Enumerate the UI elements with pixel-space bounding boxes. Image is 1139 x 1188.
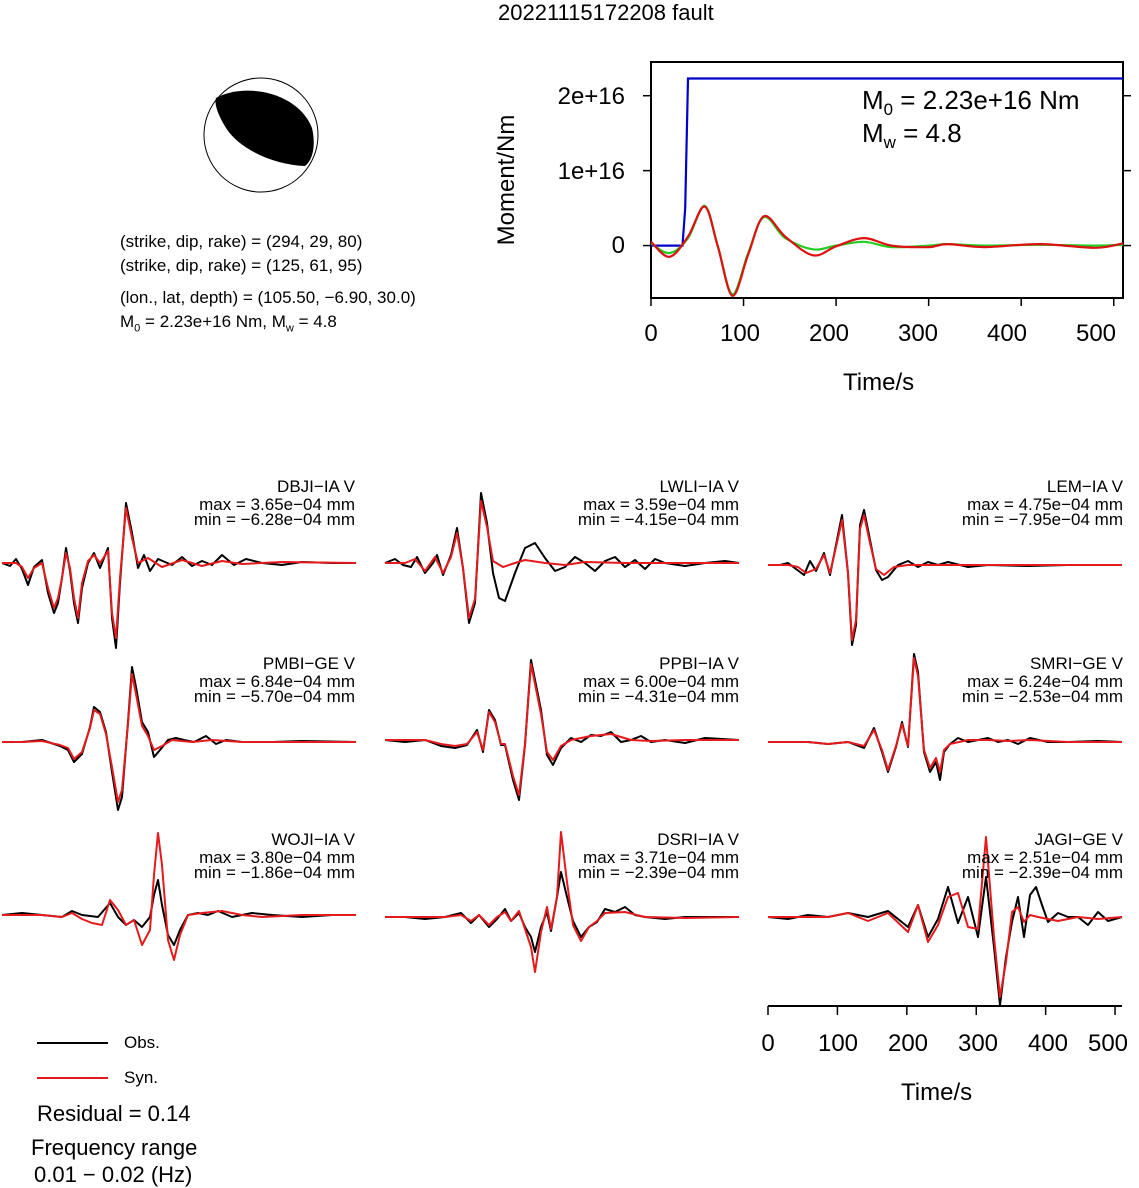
moment-ytick-label: 0 bbox=[611, 232, 625, 259]
station-label: DSRI−IA V max = 3.71e−04 mm min = −2.39e… bbox=[577, 830, 739, 882]
legend-syn-label: Syn. bbox=[124, 1068, 159, 1087]
station-name: SMRI−GE V bbox=[1029, 654, 1123, 673]
synthetic-trace bbox=[385, 831, 740, 973]
residual-text: Residual = 0.14 bbox=[37, 1101, 191, 1126]
synthetic-trace bbox=[2, 673, 356, 803]
synthetic-trace bbox=[2, 507, 357, 639]
station-max: max = 6.84e−04 mm bbox=[199, 672, 355, 691]
synthetic-trace bbox=[385, 663, 739, 796]
station-label: LWLI−IA V max = 3.59e−04 mm min = −4.15e… bbox=[577, 477, 739, 529]
station-min: min = −2.53e−04 mm bbox=[961, 687, 1123, 706]
station-name: PMBI−GE V bbox=[262, 654, 355, 673]
wave-xtick-label: 200 bbox=[887, 1030, 929, 1057]
nodal-plane-1: (strike, dip, rake) = (294, 29, 80) bbox=[120, 232, 363, 251]
frequency-label: Frequency range bbox=[31, 1135, 198, 1160]
observed-trace bbox=[385, 871, 739, 953]
station-label: WOJI−IA V max = 3.80e−04 mm min = −1.86e… bbox=[193, 830, 355, 882]
observed-trace bbox=[384, 492, 740, 624]
waveform-time-axis bbox=[767, 1005, 1122, 1015]
wave-xlabel: Time/s bbox=[901, 1079, 973, 1106]
moment-ylabel: Moment/Nm bbox=[493, 114, 520, 246]
m0-annotation: M0 = 2.23e+16 Nm bbox=[862, 85, 1080, 120]
station-name: WOJI−IA V bbox=[271, 830, 355, 849]
legend-obs-label: Obs. bbox=[124, 1033, 160, 1052]
station-min: min = −6.28e−04 mm bbox=[193, 510, 355, 529]
station-name: LEM−IA V bbox=[1046, 477, 1123, 496]
station-label: PPBI−IA V max = 6.00e−04 mm min = −4.31e… bbox=[577, 654, 739, 706]
station-max: max = 6.00e−04 mm bbox=[583, 672, 739, 691]
location-text: (lon., lat, depth) = (105.50, −6.90, 30.… bbox=[120, 288, 416, 307]
legend bbox=[37, 1042, 108, 1079]
mw-annotation: Mw = 4.8 bbox=[862, 118, 962, 153]
station-name: DSRI−IA V bbox=[657, 830, 739, 849]
moment-xlabel: Time/s bbox=[843, 369, 915, 396]
station-name: LWLI−IA V bbox=[659, 477, 739, 496]
moment-plot bbox=[643, 61, 1131, 306]
figure-title: 20221115172208 fault bbox=[498, 0, 714, 25]
moment-ytick-label: 2e+16 bbox=[557, 83, 625, 110]
station-label: JAGI−GE V max = 2.51e−04 mm min = −2.39e… bbox=[961, 830, 1123, 882]
observed-trace bbox=[1, 879, 356, 946]
moment-text: M0 = 2.23e+16 Nm, Mw = 4.8 bbox=[120, 312, 337, 335]
station-min: min = −2.39e−04 mm bbox=[961, 863, 1123, 882]
wave-xtick-label: 0 bbox=[761, 1030, 775, 1057]
station-label: LEM−IA V max = 4.75e−04 mm min = −7.95e−… bbox=[961, 477, 1123, 529]
moment-ytick-label: 1e+16 bbox=[557, 158, 625, 185]
station-name: PPBI−IA V bbox=[659, 654, 739, 673]
synthetic-trace bbox=[385, 500, 739, 619]
nodal-plane-2: (strike, dip, rake) = (125, 61, 95) bbox=[120, 256, 363, 275]
moment-xtick-label: 300 bbox=[897, 320, 939, 347]
station-max: max = 3.80e−04 mm bbox=[199, 848, 355, 867]
wave-xtick-label: 400 bbox=[1027, 1030, 1069, 1057]
station-min: min = −5.70e−04 mm bbox=[193, 687, 355, 706]
wave-xtick-label: 300 bbox=[957, 1030, 999, 1057]
observed-trace bbox=[768, 509, 1122, 646]
beachball bbox=[203, 77, 319, 193]
station-min: min = −4.31e−04 mm bbox=[577, 687, 739, 706]
station-label: PMBI−GE V max = 6.84e−04 mm min = −5.70e… bbox=[193, 654, 355, 706]
station-label: SMRI−GE V max = 6.24e−04 mm min = −2.53e… bbox=[961, 654, 1123, 706]
station-name: DBJI−IA V bbox=[277, 477, 355, 496]
station-max: max = 2.51e−04 mm bbox=[967, 848, 1123, 867]
synthetic-trace bbox=[2, 832, 356, 961]
station-min: min = −1.86e−04 mm bbox=[193, 863, 355, 882]
station-max: max = 3.59e−04 mm bbox=[583, 495, 739, 514]
waveform-grid bbox=[1, 492, 1123, 1006]
moment-plot-frame bbox=[650, 61, 1124, 299]
station-min: min = −4.15e−04 mm bbox=[577, 510, 739, 529]
moment-series-line bbox=[650, 204, 1124, 296]
station-min: min = −2.39e−04 mm bbox=[577, 863, 739, 882]
synthetic-trace bbox=[768, 836, 1123, 998]
moment-xtick-label: 500 bbox=[1075, 320, 1117, 347]
moment-xtick-label: 400 bbox=[986, 320, 1028, 347]
station-max: max = 3.71e−04 mm bbox=[583, 848, 739, 867]
station-max: max = 4.75e−04 mm bbox=[967, 495, 1123, 514]
station-min: min = −7.95e−04 mm bbox=[961, 510, 1123, 529]
moment-xtick-label: 200 bbox=[808, 320, 850, 347]
synthetic-trace bbox=[768, 514, 1122, 641]
wave-xtick-label: 500 bbox=[1087, 1030, 1129, 1057]
station-label: DBJI−IA V max = 3.65e−04 mm min = −6.28e… bbox=[193, 477, 355, 529]
moment-series-line bbox=[650, 205, 1124, 297]
observed-trace bbox=[767, 876, 1123, 1006]
moment-xtick-label: 100 bbox=[719, 320, 761, 347]
moment-xtick-label: 0 bbox=[644, 320, 658, 347]
moment-series-line bbox=[651, 77, 1123, 247]
wave-xtick-label: 100 bbox=[817, 1030, 859, 1057]
synthetic-trace bbox=[768, 657, 1122, 773]
frequency-range: 0.01 − 0.02 (Hz) bbox=[34, 1162, 193, 1187]
station-max: max = 6.24e−04 mm bbox=[967, 672, 1123, 691]
station-name: JAGI−GE V bbox=[1034, 830, 1123, 849]
observed-trace bbox=[2, 666, 357, 811]
station-max: max = 3.65e−04 mm bbox=[199, 495, 355, 514]
